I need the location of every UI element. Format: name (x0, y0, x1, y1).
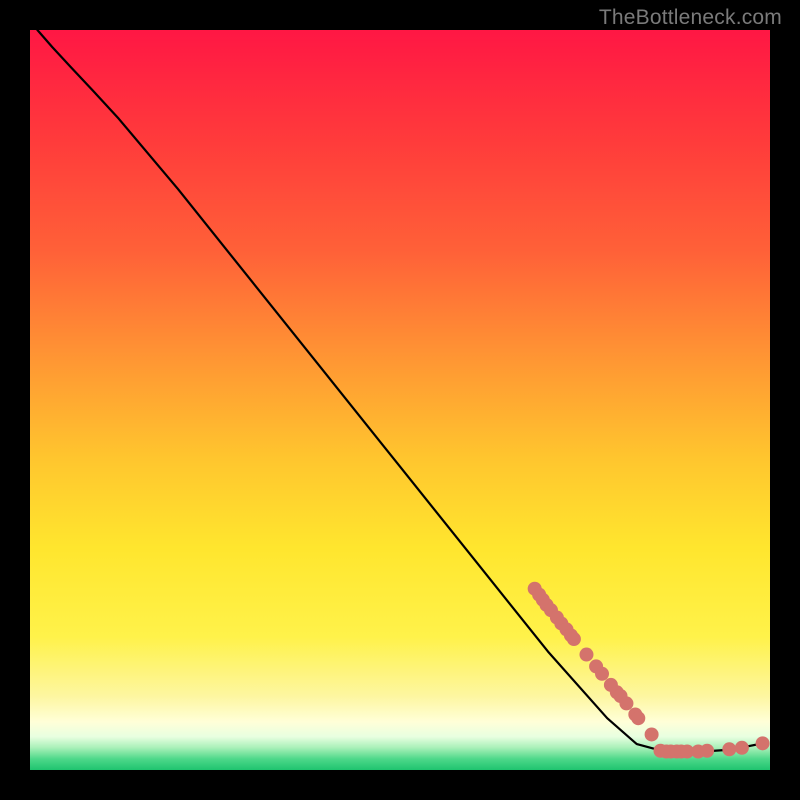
chart-overlay (30, 30, 770, 770)
data-marker (595, 667, 609, 681)
data-marker (700, 744, 714, 758)
data-marker (579, 648, 593, 662)
data-marker (722, 742, 736, 756)
data-marker (756, 736, 770, 750)
attribution-text: TheBottleneck.com (599, 6, 782, 30)
main-curve (37, 30, 762, 752)
data-marker (735, 741, 749, 755)
plot-area (30, 30, 770, 770)
bottleneck-chart: TheBottleneck.com (0, 0, 800, 800)
data-marker (645, 727, 659, 741)
data-marker (567, 632, 581, 646)
data-marker (631, 711, 645, 725)
data-marker (619, 696, 633, 710)
